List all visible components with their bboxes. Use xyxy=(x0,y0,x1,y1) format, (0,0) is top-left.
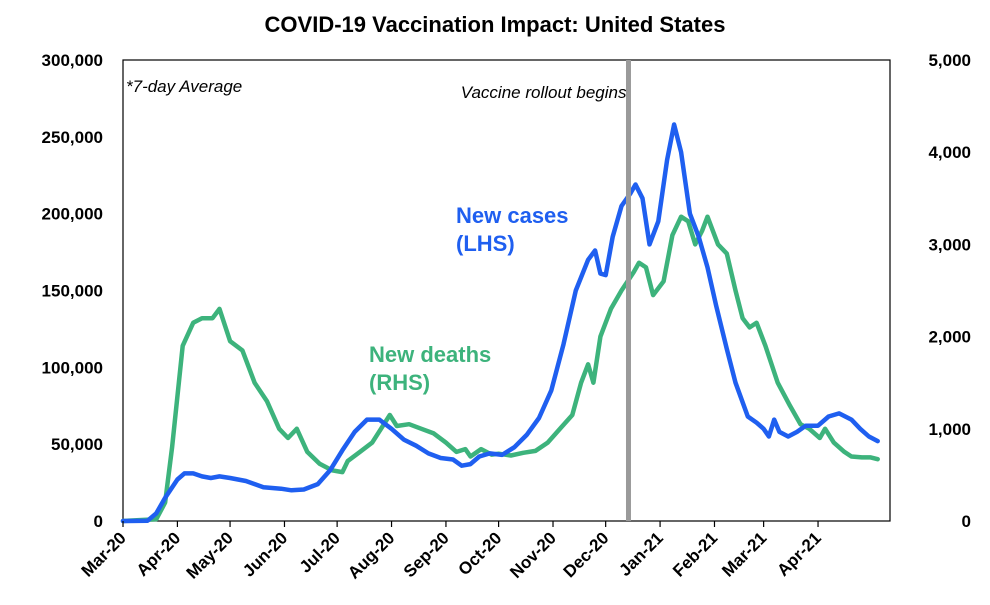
x-tick-label: Jul-20 xyxy=(296,528,344,576)
y-left-tick-label: 0 xyxy=(94,512,103,531)
x-tick-label: Mar-20 xyxy=(78,528,130,580)
y-right-tick-label: 0 xyxy=(962,512,971,531)
series-label-new-deaths: (RHS) xyxy=(369,370,430,395)
x-tick-label: Apr-20 xyxy=(133,528,185,580)
y-right-tick-label: 5,000 xyxy=(928,51,971,70)
y-right-tick-label: 4,000 xyxy=(928,143,971,162)
y-left-tick-label: 250,000 xyxy=(42,128,103,147)
chart-title: COVID-19 Vaccination Impact: United Stat… xyxy=(265,12,726,37)
series-new-deaths-line xyxy=(120,214,880,524)
x-tick-label: May-20 xyxy=(183,528,237,582)
series-label-new-cases: (LHS) xyxy=(456,231,515,256)
y-right-tick-label: 1,000 xyxy=(928,420,971,439)
y-left-tick-label: 50,000 xyxy=(51,435,103,454)
y-left-tick-label: 150,000 xyxy=(42,282,103,301)
x-tick-label: Jun-20 xyxy=(239,528,291,580)
x-tick-label: Apr-21 xyxy=(773,528,825,580)
x-tick-label: Mar-21 xyxy=(718,528,770,580)
y-right-tick-label: 3,000 xyxy=(928,235,971,254)
plot-area xyxy=(122,59,891,522)
average-note: *7-day Average xyxy=(126,77,242,96)
y-left-tick-label: 100,000 xyxy=(42,358,103,377)
x-tick-label: Oct-20 xyxy=(455,528,506,579)
y-left-tick-label: 300,000 xyxy=(42,51,103,70)
y-axis-left: 0 50,000 100,000 150,000 200,000 250,000 300,0… xyxy=(42,51,103,531)
y-axis-right: 0 1,000 2,000 3,000 4,000 5,000 xyxy=(928,51,971,531)
plot-frame xyxy=(122,59,891,522)
vaccine-rollout-marker: Vaccine rollout begins xyxy=(461,60,631,521)
y-right-tick-label: 2,000 xyxy=(928,328,971,347)
x-tick-label: Aug-20 xyxy=(344,528,398,582)
series-label-new-cases: New cases xyxy=(456,203,569,228)
x-tick-label: Jan-21 xyxy=(615,528,667,580)
x-tick-label: Feb-21 xyxy=(669,528,721,580)
y-left-tick-label: 200,000 xyxy=(42,205,103,224)
series-labels: New cases (LHS) New deaths (RHS) xyxy=(369,203,569,395)
x-tick-label: Sep-20 xyxy=(400,528,453,581)
series-new-cases-line xyxy=(120,122,880,524)
rollout-label: Vaccine rollout begins xyxy=(461,83,627,102)
x-tick-label: Dec-20 xyxy=(560,528,613,581)
x-tick-label: Nov-20 xyxy=(506,528,560,582)
series-label-new-deaths: New deaths xyxy=(369,342,491,367)
series-lines xyxy=(120,122,880,524)
